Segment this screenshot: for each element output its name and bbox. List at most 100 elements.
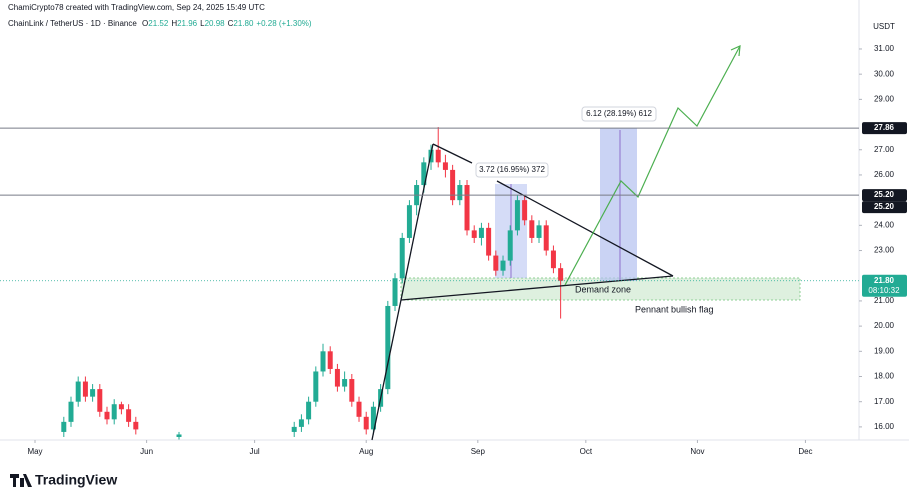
candle-body [558, 268, 564, 281]
measure-box [600, 128, 637, 281]
ohlc-value: 20.98 [204, 19, 225, 28]
logo-mark [10, 474, 32, 487]
price-label: 25.20 [874, 202, 895, 211]
y-tick-label: 17.00 [874, 397, 895, 406]
y-tick-label: 29.00 [874, 94, 895, 103]
x-tick-label: Dec [798, 447, 812, 456]
candle-body [550, 250, 556, 269]
flag-pole [371, 299, 402, 441]
y-tick-label: 31.00 [874, 44, 895, 53]
candle-body [75, 381, 81, 402]
pattern-lines [371, 143, 674, 441]
candle-body [471, 230, 477, 238]
price-label: 21.80 [874, 276, 895, 285]
countdown: 08:10:32 [868, 286, 900, 295]
candle-body [370, 406, 376, 430]
zone-label: Demand zone [575, 284, 631, 294]
x-tick-label: Nov [690, 447, 704, 456]
change: +0.28 (+1.30%) [256, 19, 312, 28]
candle-body [435, 149, 441, 163]
candle-body [176, 434, 182, 437]
candle-body [464, 185, 470, 231]
price-label-box [862, 201, 907, 214]
candle-body [82, 381, 88, 397]
x-tick-label: Jun [140, 447, 153, 456]
candle-body [543, 225, 549, 251]
x-tick-label: Oct [580, 447, 593, 456]
y-tick-label: 30.00 [874, 69, 895, 78]
candle-body [493, 255, 499, 271]
credit: ChamiCrypto78 created with TradingView.c… [8, 3, 265, 12]
candle-body [392, 278, 398, 306]
candle-body [298, 419, 304, 427]
x-tick-label: Aug [359, 447, 373, 456]
candle-body [306, 401, 312, 420]
demand-zone [400, 277, 801, 301]
x-tick-label: Sep [471, 447, 486, 456]
candle-body [385, 305, 391, 390]
candle-body [363, 416, 369, 430]
y-tick-label: 21.00 [874, 296, 895, 305]
candle-body [421, 162, 427, 186]
pattern-label: Pennant bullish flag [635, 304, 714, 314]
y-tick-label: 23.00 [874, 246, 895, 255]
candle-body [349, 379, 355, 402]
price-label-box [862, 189, 907, 202]
candle-body [486, 227, 492, 256]
candle-body [442, 162, 448, 170]
candle-body [406, 205, 412, 238]
flag-pole [400, 143, 434, 301]
candle-body [529, 220, 535, 238]
axis-unit: USDT [873, 22, 895, 31]
candle-body [104, 411, 110, 420]
ohlc-value: 21.80 [233, 19, 254, 28]
candle-body [522, 200, 528, 221]
y-tick-label: 20.00 [874, 321, 895, 330]
price-label: 25.20 [874, 190, 895, 199]
ohlc-value: 21.96 [177, 19, 198, 28]
candle-body [320, 351, 326, 372]
candle-body [90, 389, 96, 397]
ohlc-value: 21.52 [148, 19, 169, 28]
candle-body [450, 169, 456, 201]
logo: TradingView [10, 472, 117, 488]
candle-body [97, 389, 103, 412]
candle-body [126, 409, 132, 422]
measure-label: 3.72 (16.95%) 372 [479, 165, 545, 174]
x-tick-label: May [27, 447, 42, 456]
projection-arrow [730, 45, 741, 57]
candle-body [118, 404, 124, 410]
candle-body [313, 371, 319, 402]
ohlc-key: O [142, 19, 149, 28]
candle-body [334, 368, 340, 387]
y-tick-label: 26.00 [874, 170, 895, 179]
y-tick-label: 18.00 [874, 372, 895, 381]
candles [61, 127, 564, 440]
candle-body [133, 421, 139, 430]
measure-label-box [475, 162, 549, 178]
measure-label: 6.12 (28.19%) 612 [586, 109, 652, 118]
candle-body [514, 200, 520, 231]
trend-line [432, 143, 473, 164]
y-tick-label: 16.00 [874, 422, 895, 431]
candle-body [111, 404, 117, 420]
ohlc-key: L [200, 19, 205, 28]
candle-body [327, 351, 333, 369]
ohlc-key: H [171, 19, 178, 28]
y-tick-label: 27.00 [874, 145, 895, 154]
candle-body [291, 426, 297, 432]
measure-label-box [581, 106, 657, 122]
candle-body [68, 401, 74, 422]
x-tick-label: Jul [249, 447, 259, 456]
candle-body [500, 260, 506, 271]
trend-line [496, 180, 674, 277]
candle-body [61, 421, 67, 432]
y-tick-label: 24.00 [874, 220, 895, 229]
symbol-legend: ChainLink / TetherUS · 1D · Binance O21.… [8, 19, 315, 28]
candle-body [342, 379, 348, 387]
candle-body [356, 401, 362, 417]
price-label-box [862, 274, 907, 297]
